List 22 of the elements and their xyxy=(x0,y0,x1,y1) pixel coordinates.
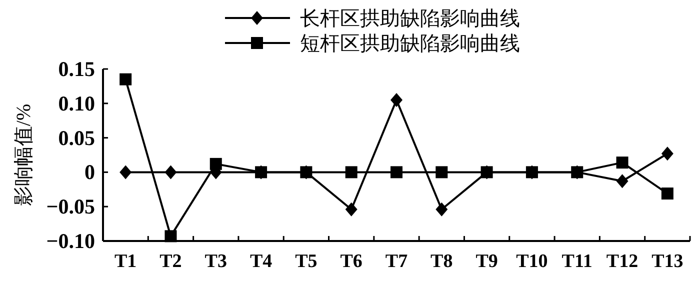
x-tick-label: T5 xyxy=(295,251,318,272)
legend-label: 长杆区拱助缺陷影响曲线 xyxy=(300,8,520,30)
x-tick-label: T2 xyxy=(160,251,182,272)
y-axis-title: 影响幅值/% xyxy=(13,104,35,206)
x-tick-label: T8 xyxy=(430,251,453,272)
x-tick-label: T12 xyxy=(606,251,638,272)
x-tick-label: T11 xyxy=(562,251,592,272)
x-tick-label: T4 xyxy=(250,251,273,272)
x-tick-label: T1 xyxy=(114,251,137,272)
x-tick-label: T3 xyxy=(204,251,227,272)
x-tick-label: T9 xyxy=(476,251,498,272)
x-tick-label: T10 xyxy=(516,251,548,272)
y-tick-label: 0.15 xyxy=(58,57,95,81)
x-tick-label: T6 xyxy=(340,251,362,272)
y-tick-label: −0.05 xyxy=(46,194,95,219)
y-tick-label: −0.10 xyxy=(46,229,95,253)
y-tick-label: 0.05 xyxy=(58,126,95,150)
x-tick-label: T7 xyxy=(385,251,408,272)
x-tick-label: T13 xyxy=(652,251,684,272)
legend-label: 短杆区拱助缺陷影响曲线 xyxy=(300,33,520,55)
y-tick-label: 0 xyxy=(84,160,95,184)
y-tick-label: 0.10 xyxy=(58,91,95,116)
